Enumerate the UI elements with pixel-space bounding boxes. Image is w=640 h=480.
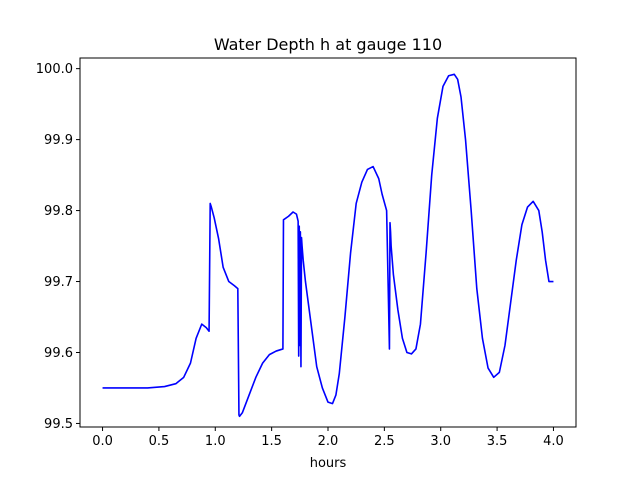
x-tick-label: 1.0 — [205, 434, 226, 449]
x-tick-label: 3.0 — [430, 434, 451, 449]
y-axis: 99.5 99.6 99.7 99.8 99.9 100.0 — [36, 62, 80, 432]
x-tick-label: 3.5 — [487, 434, 508, 449]
plot-area — [102, 73, 554, 418]
x-tick-label: 2.5 — [374, 434, 395, 449]
x-axis: 0.0 0.5 1.0 1.5 2.0 2.5 3.0 3.5 4.0 — [92, 427, 564, 449]
y-tick-label: 99.8 — [44, 204, 73, 219]
chart-title: Water Depth h at gauge 110 — [214, 35, 442, 54]
y-tick-label: 100.0 — [36, 62, 73, 77]
x-tick-label: 1.5 — [261, 434, 282, 449]
y-tick-label: 99.9 — [44, 133, 73, 148]
x-tick-label: 2.0 — [318, 434, 339, 449]
x-axis-label: hours — [310, 456, 347, 471]
x-tick-label: 4.0 — [543, 434, 564, 449]
y-tick-label: 99.5 — [44, 417, 73, 432]
series-line-0 — [102, 73, 554, 418]
y-tick-label: 99.6 — [44, 346, 73, 361]
y-tick-label: 99.7 — [44, 275, 73, 290]
plot-frame — [79, 57, 577, 428]
x-tick-label: 0.0 — [92, 434, 113, 449]
x-tick-label: 0.5 — [149, 434, 170, 449]
